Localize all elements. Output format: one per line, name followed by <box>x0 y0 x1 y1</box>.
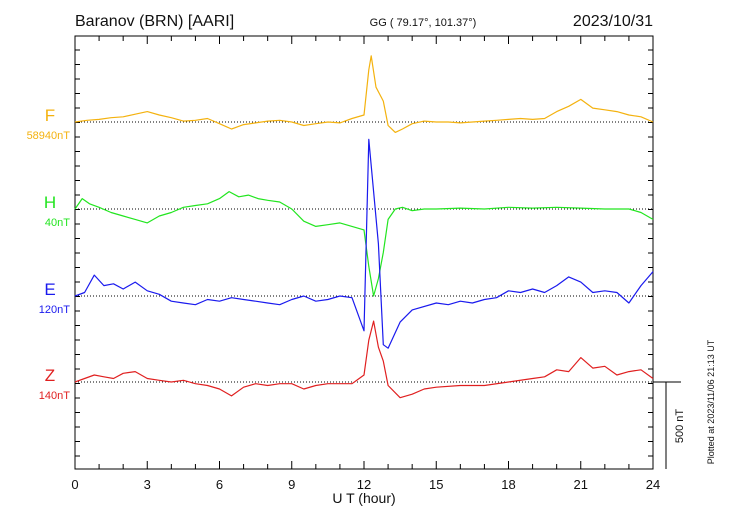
series-line-F <box>74 55 654 133</box>
series-line-Z <box>74 320 654 399</box>
series-name-F: F <box>45 106 55 125</box>
x-tick-label: 6 <box>216 477 223 492</box>
chart-date: 2023/10/31 <box>573 13 653 30</box>
series-line-H <box>74 191 654 297</box>
x-tick-label: 21 <box>574 477 588 492</box>
axis-ticks <box>74 36 654 469</box>
series-baseline-Z: 140nT <box>39 390 70 402</box>
scale-bar-label: 500 nT <box>674 409 686 444</box>
series-name-E: E <box>44 280 55 299</box>
x-tick-label: 12 <box>357 477 371 492</box>
x-tick-label: 9 <box>288 477 295 492</box>
x-tick-label: 3 <box>144 477 151 492</box>
plot-frame <box>74 35 654 470</box>
series-labels: F 58940nT H 40nT E 120nT Z 140nT <box>27 106 71 402</box>
series-baseline-H: 40nT <box>45 217 70 229</box>
x-tick-label: 18 <box>501 477 515 492</box>
series-name-Z: Z <box>45 366 55 385</box>
station-coords: GG ( 79.17°, 101.37°) <box>370 17 477 29</box>
series-baseline-E: 120nT <box>39 304 70 316</box>
baseline-gridlines <box>75 121 653 383</box>
series-name-H: H <box>44 193 56 212</box>
station-title: Baranov (BRN) [AARI] <box>75 13 234 30</box>
x-tick-label: 0 <box>71 477 78 492</box>
series-line-E <box>74 138 654 349</box>
plotted-timestamp: Plotted at 2023/11/06 21:13 UT <box>706 339 716 464</box>
series-baseline-F: 58940nT <box>27 130 71 142</box>
x-tick-label: 24 <box>646 477 660 492</box>
series-lines <box>74 55 654 399</box>
x-axis-label: U T (hour) <box>332 490 395 506</box>
x-tick-labels: 0 3 6 9 12 15 18 21 24 <box>71 477 660 492</box>
x-tick-label: 15 <box>429 477 443 492</box>
